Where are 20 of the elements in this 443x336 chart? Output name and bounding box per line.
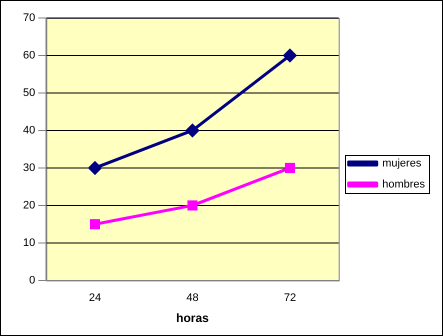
x-tick-label: 72 <box>284 292 296 304</box>
y-tick-label: 10 <box>22 236 36 249</box>
legend-label: hombres <box>382 178 426 191</box>
point <box>284 162 295 173</box>
x-axis-title: horas <box>176 311 210 326</box>
y-tick-label: 30 <box>22 162 36 174</box>
x-tick-label: 24 <box>88 292 102 304</box>
y-tick-label: 50 <box>22 87 36 100</box>
y-tick-label: 60 <box>22 50 36 62</box>
point <box>90 219 100 230</box>
y-tick-label: 20 <box>22 199 36 212</box>
point <box>186 124 199 137</box>
y-tick-label: 40 <box>22 124 36 136</box>
point <box>187 200 198 210</box>
point <box>88 161 102 174</box>
y-tick-label: 0 <box>29 274 36 286</box>
x-tick-label: 48 <box>186 292 199 304</box>
y-tick-label: 70 <box>22 12 36 24</box>
legend-label: mujeres <box>382 158 422 170</box>
point <box>283 48 296 62</box>
